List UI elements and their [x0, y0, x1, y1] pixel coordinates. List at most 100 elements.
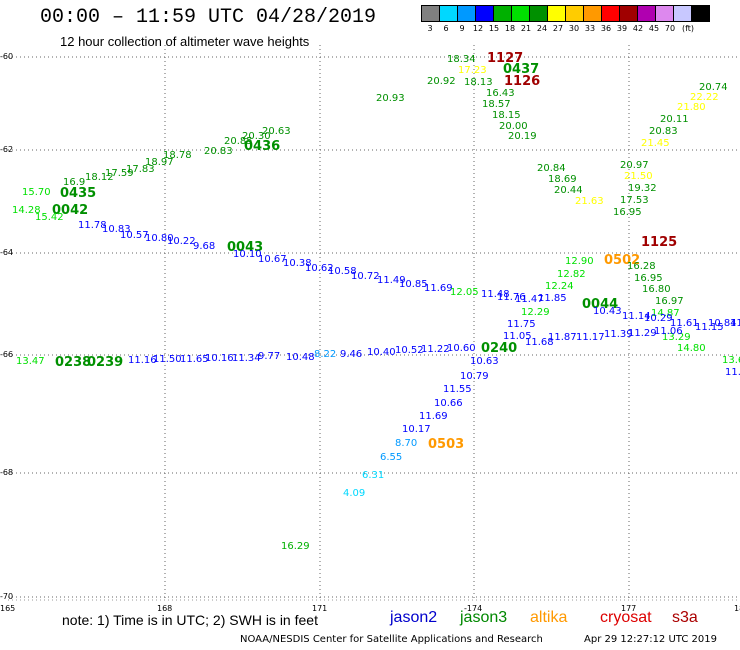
wave-height-value: 10.48	[286, 352, 315, 363]
satellite-name-s3a: s3a	[672, 609, 698, 626]
wave-height-value: 10.83	[102, 224, 131, 235]
wave-height-value: 10.10	[233, 249, 262, 260]
wave-height-value: 13.47	[16, 356, 45, 367]
legend-swatch	[439, 5, 458, 22]
wave-height-value: 11.61	[670, 318, 699, 329]
wave-height-value: 16.95	[613, 207, 642, 218]
footer-credit: NOAA/NESDIS Center for Satellite Applica…	[240, 634, 543, 645]
wave-height-value: 16.28	[627, 261, 656, 272]
wave-height-value: 21.50	[624, 171, 653, 182]
wave-height-value: 17.59	[105, 168, 134, 179]
wave-height-value: 11.16	[128, 355, 157, 366]
legend-label: 15	[488, 24, 500, 33]
wave-height-value: 11.47	[515, 294, 544, 305]
pass-time-label: 0435	[60, 186, 96, 201]
wave-height-value: 20.19	[508, 131, 537, 142]
wave-height-value: 10.72	[351, 271, 380, 282]
wave-height-value: 18.12	[85, 172, 114, 183]
wave-height-value: 10.84	[708, 318, 737, 329]
wave-height-value: 10.17	[402, 424, 431, 435]
legend-swatch	[655, 5, 674, 22]
legend-swatch	[583, 5, 602, 22]
wave-height-value: 16.95	[634, 273, 663, 284]
wave-height-value: 20.85	[224, 136, 253, 147]
pass-time-label: 0436	[244, 139, 280, 154]
wave-height-value: 10.63	[470, 356, 499, 367]
pass-time-label: 1125	[641, 235, 677, 250]
wave-height-value: 18.34	[447, 54, 476, 65]
wave-height-value: 10.85	[399, 279, 428, 290]
legend-swatch	[511, 5, 530, 22]
wave-height-value: 11.6	[730, 318, 740, 329]
legend-label: 30	[568, 24, 580, 33]
wave-height-value: 20.44	[554, 185, 583, 196]
wave-height-value: 9.68	[193, 241, 215, 252]
legend-label: 6	[443, 24, 449, 33]
pass-time-label: 0437	[503, 62, 539, 77]
pass-time-label: 0239	[87, 355, 123, 370]
legend-unit: (ft)	[682, 24, 695, 33]
wave-height-value: 10.52	[395, 345, 424, 356]
wave-height-value: 11.65	[180, 354, 209, 365]
pass-time-label: 1127	[487, 51, 523, 66]
wave-height-value: 10.22	[167, 236, 196, 247]
legend-label: 9	[459, 24, 465, 33]
legend-swatch	[691, 5, 710, 22]
wave-height-value: 22.22	[690, 92, 719, 103]
wave-height-value: 21.45	[641, 138, 670, 149]
wave-height-value: 10.29	[644, 313, 673, 324]
legend-swatch	[493, 5, 512, 22]
wave-height-value: 16.80	[642, 284, 671, 295]
wave-height-value: 20.30	[242, 131, 271, 142]
wave-height-value: 11.75	[507, 319, 536, 330]
wave-height-value: 20.97	[620, 160, 649, 171]
wave-height-value: 11.87	[548, 332, 577, 343]
wave-height-value: 9.77	[258, 351, 280, 362]
wave-height-value: 10.43	[593, 306, 622, 317]
wave-height-value: 15.70	[22, 187, 51, 198]
latitude-label: -70	[0, 592, 14, 601]
wave-height-value: 11.50	[153, 354, 182, 365]
legend-label: 24	[536, 24, 548, 33]
wave-height-value: 11.78	[78, 220, 107, 231]
wave-height-value: 18.69	[548, 174, 577, 185]
pass-time-label: 0502	[604, 253, 640, 268]
wave-height-value: 11.55	[443, 384, 472, 395]
longitude-label: 171	[312, 604, 328, 613]
wave-height-value: 10.58	[328, 266, 357, 277]
wave-height-value: 11.14	[622, 311, 651, 322]
legend-swatch	[673, 5, 692, 22]
legend-label: 39	[616, 24, 628, 33]
legend-label: 42	[632, 24, 644, 33]
latitude-label: -66	[0, 350, 14, 359]
wave-height-value: 11.22	[421, 344, 450, 355]
longitude-label: 177	[621, 604, 637, 613]
wave-height-value: 14.87	[651, 308, 680, 319]
note-text: note: 1) Time is in UTC; 2) SWH is in fe…	[62, 612, 318, 628]
wave-height-value: 13.29	[662, 332, 691, 343]
wave-height-value: 20.74	[699, 82, 728, 93]
chart-title: 00:00 – 11:59 UTC 04/28/2019	[40, 6, 377, 29]
wave-height-value: 10.66	[434, 398, 463, 409]
legend-swatch	[421, 5, 440, 22]
wave-height-value: 11.68	[525, 337, 554, 348]
wave-height-value: 17.53	[620, 195, 649, 206]
pass-time-label: 1126	[504, 74, 540, 89]
wave-height-value: 10.67	[258, 254, 287, 265]
latitude-label: -62	[0, 145, 14, 154]
wave-height-value: 18.15	[492, 110, 521, 121]
wave-height-value: 20.83	[649, 126, 678, 137]
wave-height-value: 18.57	[482, 99, 511, 110]
wave-height-value: 15.42	[35, 212, 64, 223]
wave-height-value: 18.78	[163, 150, 192, 161]
legend-label: 21	[520, 24, 532, 33]
wave-height-value: 8.22	[314, 349, 336, 360]
satellite-name-jason3: jason3	[460, 609, 508, 626]
legend-label: 33	[584, 24, 596, 33]
longitude-label: 168	[157, 604, 173, 613]
wave-height-value: 10.16	[205, 353, 234, 364]
wave-height-value: 20.00	[499, 121, 528, 132]
wave-height-value: 11.76	[497, 292, 526, 303]
wave-height-value: 16.29	[281, 541, 310, 552]
